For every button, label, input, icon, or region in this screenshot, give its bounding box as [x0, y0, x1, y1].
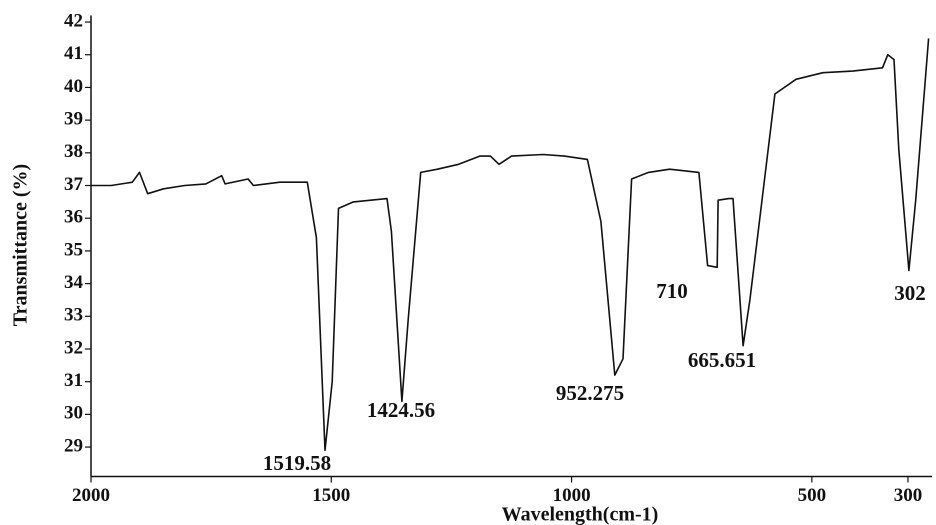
- x-axis-label: Wavelength(cm-1): [502, 504, 659, 525]
- y-tick-label: 38: [64, 141, 83, 162]
- y-axis-label: Transmittance (%): [10, 164, 32, 326]
- peak-label: 1424.56: [367, 398, 435, 422]
- y-tick-label: 30: [64, 403, 83, 424]
- x-tick-label: 300: [894, 485, 923, 506]
- y-tick-label: 42: [64, 10, 83, 31]
- peak-label: 1519.58: [263, 451, 331, 475]
- spectrum-line: [91, 38, 930, 452]
- y-tick-label: 37: [64, 174, 84, 195]
- peak-label: 710: [656, 279, 688, 303]
- x-tick-label: 1000: [553, 485, 591, 506]
- y-tick-label: 31: [64, 370, 83, 391]
- y-tick-label: 41: [64, 43, 83, 64]
- x-tick-label: 1500: [312, 485, 350, 506]
- y-tick-label: 36: [64, 207, 83, 228]
- x-tick-label: 2000: [72, 485, 110, 506]
- x-tick-label: 500: [798, 485, 827, 506]
- y-tick-label: 39: [64, 108, 83, 129]
- peak-label: 952.275: [556, 381, 624, 405]
- y-tick-label: 33: [64, 305, 83, 326]
- peak-label: 665.651: [688, 348, 756, 372]
- y-tick-label: 29: [64, 435, 83, 456]
- y-tick-label: 40: [64, 76, 83, 97]
- peak-label: 302: [894, 281, 926, 305]
- y-tick-label: 32: [64, 337, 83, 358]
- y-tick-label: 34: [64, 272, 84, 293]
- y-tick-label: 35: [64, 239, 83, 260]
